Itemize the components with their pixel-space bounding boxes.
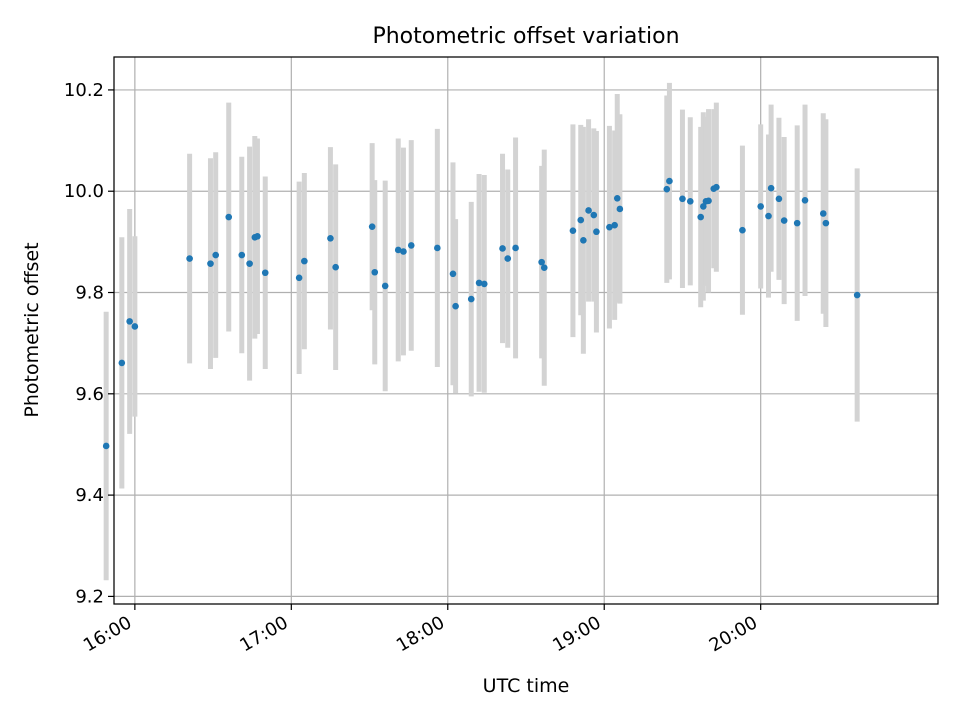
data-point (475, 279, 483, 287)
x-tick-label: 16:00 (80, 612, 135, 656)
data-point (126, 318, 133, 325)
data-point (212, 251, 219, 259)
data-point (381, 282, 389, 290)
x-axis-label: UTC time (483, 675, 570, 697)
chart-title: Photometric offset variation (372, 24, 679, 49)
x-tick-label: 17:00 (236, 612, 291, 656)
data-point (499, 245, 506, 252)
data-point (593, 228, 600, 236)
data-point (538, 258, 545, 266)
data-point (434, 244, 441, 252)
data-point (757, 203, 764, 210)
data-point (616, 205, 624, 213)
grid-lines (114, 57, 938, 604)
data-point (590, 211, 598, 219)
data-point (713, 183, 720, 191)
data-point (793, 219, 801, 227)
data-point (407, 242, 415, 249)
y-axis: 9.2 9.4 9.6 9.8 10.0 10.2 (64, 80, 114, 607)
data-point (679, 195, 686, 203)
data-points (102, 177, 861, 450)
data-point (819, 210, 827, 217)
data-point (131, 323, 139, 330)
data-point (606, 223, 613, 231)
x-tick-label: 19:00 (549, 612, 604, 656)
data-point (452, 302, 459, 310)
data-point (739, 226, 746, 234)
data-point (580, 237, 587, 244)
y-tick-label: 10.0 (64, 181, 104, 202)
x-tick-label: 18:00 (393, 612, 448, 656)
data-point (295, 274, 303, 282)
data-point (327, 235, 334, 242)
data-point (700, 203, 707, 210)
data-point (371, 268, 379, 276)
data-point (118, 359, 126, 367)
data-point (663, 185, 671, 193)
data-point (480, 280, 488, 288)
data-point (238, 251, 246, 259)
y-tick-label: 9.2 (75, 586, 104, 607)
data-point (207, 260, 214, 267)
y-axis-label: Photometric offset (21, 242, 43, 417)
data-point (540, 264, 548, 271)
x-tick-label: 20:00 (706, 612, 761, 656)
y-tick-label: 10.2 (64, 80, 104, 101)
data-point (765, 212, 772, 220)
x-axis: 16:00 17:00 18:00 19:00 20:00 (80, 604, 762, 656)
data-point (853, 291, 861, 299)
data-point (767, 184, 775, 192)
data-point (449, 270, 457, 278)
data-point (246, 260, 253, 267)
plot-frame (113, 56, 939, 605)
data-point (577, 216, 585, 224)
data-point (504, 255, 512, 262)
data-point (585, 207, 592, 214)
data-point (102, 442, 110, 450)
data-point (611, 221, 618, 229)
data-point (394, 246, 402, 254)
y-tick-label: 9.4 (75, 485, 104, 506)
data-point (512, 244, 519, 252)
data-point (775, 195, 783, 203)
data-point (780, 217, 788, 224)
data-point (613, 195, 621, 202)
data-point (467, 295, 475, 303)
data-point (332, 263, 339, 271)
data-point (801, 197, 809, 204)
data-point (666, 177, 673, 185)
data-point (261, 269, 269, 277)
error-bars (103, 82, 860, 581)
data-point (301, 257, 308, 265)
data-point (686, 198, 694, 205)
data-point (822, 219, 830, 227)
data-point (569, 227, 577, 235)
y-tick-label: 9.8 (75, 283, 104, 304)
y-tick-label: 9.6 (75, 384, 104, 405)
data-point (400, 248, 407, 255)
data-point (368, 223, 376, 230)
data-point (225, 213, 233, 221)
data-point (697, 213, 705, 221)
data-point (705, 197, 712, 205)
data-point (254, 232, 261, 240)
data-point (186, 255, 193, 262)
